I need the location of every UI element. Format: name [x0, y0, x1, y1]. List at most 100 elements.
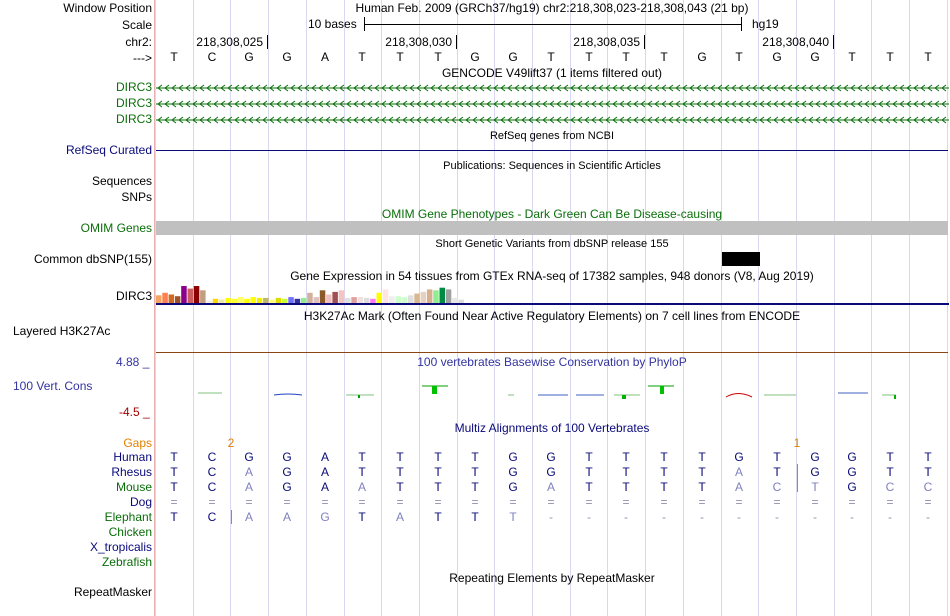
grid-line — [645, 0, 646, 616]
alignment-base: T — [396, 480, 404, 494]
gtex-title: Gene Expression in 54 tissues from GTEx … — [290, 269, 814, 283]
strand-arrow — [885, 116, 891, 124]
strand-arrow — [787, 84, 793, 92]
gtex-tissue-bar — [244, 298, 250, 304]
alignment-base: - — [587, 510, 591, 524]
species-label[interactable]: Dog — [129, 495, 152, 509]
alignment-base: G — [546, 465, 556, 479]
gtex-tissue-bar — [370, 298, 376, 304]
gencode-transcripts[interactable] — [156, 80, 949, 128]
strand-arrow — [269, 84, 275, 92]
reference-base: T — [622, 50, 630, 64]
strand-arrow — [381, 100, 387, 108]
grid-line — [193, 0, 194, 616]
phylop-label[interactable]: 100 Vert. Cons — [13, 379, 93, 393]
alignment-base: - — [737, 510, 741, 524]
strand-arrow — [829, 116, 835, 124]
strand-arrow — [626, 116, 632, 124]
gencode-gene-3[interactable]: DIRC3 — [115, 112, 152, 126]
species-label[interactable]: Chicken — [108, 525, 152, 539]
h3k27ac-label[interactable]: Layered H3K27Ac — [13, 324, 111, 338]
strand-arrow — [542, 84, 548, 92]
strand-arrow — [570, 100, 576, 108]
strand-arrow — [227, 116, 233, 124]
strand-arrow — [248, 116, 254, 124]
strand-arrow — [178, 116, 184, 124]
alignment-base: T — [886, 450, 894, 464]
strand-arrow — [325, 100, 331, 108]
strand-arrow — [290, 100, 296, 108]
alignment-base: = — [924, 495, 932, 509]
omim-label[interactable]: OMIM Genes — [80, 221, 152, 235]
reference-base: T — [735, 50, 743, 64]
species-label[interactable]: Human — [113, 450, 152, 464]
strand-arrow — [500, 116, 506, 124]
gencode-gene-2[interactable]: DIRC3 — [115, 96, 152, 110]
species-label[interactable]: Elephant — [104, 510, 152, 524]
alignment-base: - — [775, 510, 779, 524]
strand-arrow — [941, 116, 947, 124]
refseq-transcript-line[interactable] — [156, 150, 948, 151]
strand-arrow — [255, 116, 261, 124]
alignment-base: T — [471, 450, 479, 464]
h3k27ac-signal-line[interactable] — [156, 352, 948, 353]
alignment-base: T — [585, 465, 593, 479]
species-label[interactable]: Zebrafish — [101, 555, 152, 569]
strand-arrow — [885, 100, 891, 108]
strand-arrow — [577, 84, 583, 92]
strand-arrow — [416, 116, 422, 124]
strand-arrow — [430, 100, 436, 108]
gtex-tissue-bar — [231, 298, 238, 304]
gap-marker: 1 — [793, 436, 801, 450]
strand-arrow — [808, 100, 814, 108]
gtex-tissue-bar — [206, 300, 212, 303]
grid-line — [419, 0, 420, 616]
publications-sequences-label[interactable]: Sequences — [91, 174, 152, 188]
strand-arrow — [269, 116, 275, 124]
alignment-base: G — [320, 510, 330, 524]
gtex-expression-chart[interactable] — [156, 284, 949, 306]
gtex-tissue-bar — [212, 298, 219, 304]
publications-snps-label[interactable]: SNPs — [121, 190, 152, 204]
strand-arrow — [479, 116, 485, 124]
gtex-tissue-bar — [351, 297, 357, 303]
gtex-gene-label[interactable]: DIRC3 — [115, 289, 152, 303]
strand-arrow — [507, 100, 513, 108]
strand-arrow — [871, 116, 877, 124]
strand-arrow — [486, 84, 492, 92]
strand-arrow — [514, 84, 520, 92]
species-label[interactable]: Rhesus — [111, 465, 152, 479]
ruler-tick-label: 218,308,025 — [196, 35, 263, 49]
gtex-tissue-bar — [395, 296, 401, 303]
gtex-tissue-bar — [200, 290, 206, 304]
strand-arrow — [633, 116, 639, 124]
strand-arrow — [402, 84, 408, 92]
omim-feature-bar[interactable] — [156, 221, 948, 235]
strand-arrow — [332, 84, 338, 92]
repeatmasker-label[interactable]: RepeatMasker — [73, 585, 152, 599]
strand-arrow — [605, 116, 611, 124]
strand-arrow — [927, 116, 933, 124]
species-label[interactable]: X_tropicalis — [89, 540, 152, 554]
dbsnp-label[interactable]: Common dbSNP(155) — [33, 252, 152, 266]
strand-arrow — [451, 116, 457, 124]
dbsnp-variant[interactable] — [722, 252, 760, 266]
strand-arrow — [248, 84, 254, 92]
strand-arrow — [486, 100, 492, 108]
strand-arrow — [759, 84, 765, 92]
strand-arrow — [535, 116, 541, 124]
phylop-chart[interactable] — [156, 380, 949, 404]
strand-arrow — [941, 100, 947, 108]
gencode-gene-1[interactable]: DIRC3 — [115, 80, 152, 94]
strand-arrow — [598, 100, 604, 108]
alignment-base: A — [395, 510, 404, 524]
species-label[interactable]: Mouse — [115, 480, 152, 494]
reference-base: G — [697, 50, 707, 64]
strand-arrow — [402, 100, 408, 108]
alignment-base: = — [585, 495, 593, 509]
alignment-base: A — [734, 480, 743, 494]
scale-bar — [364, 24, 741, 25]
strand-arrow — [213, 84, 219, 92]
strand-arrow — [437, 116, 443, 124]
refseq-label[interactable]: RefSeq Curated — [65, 143, 152, 157]
